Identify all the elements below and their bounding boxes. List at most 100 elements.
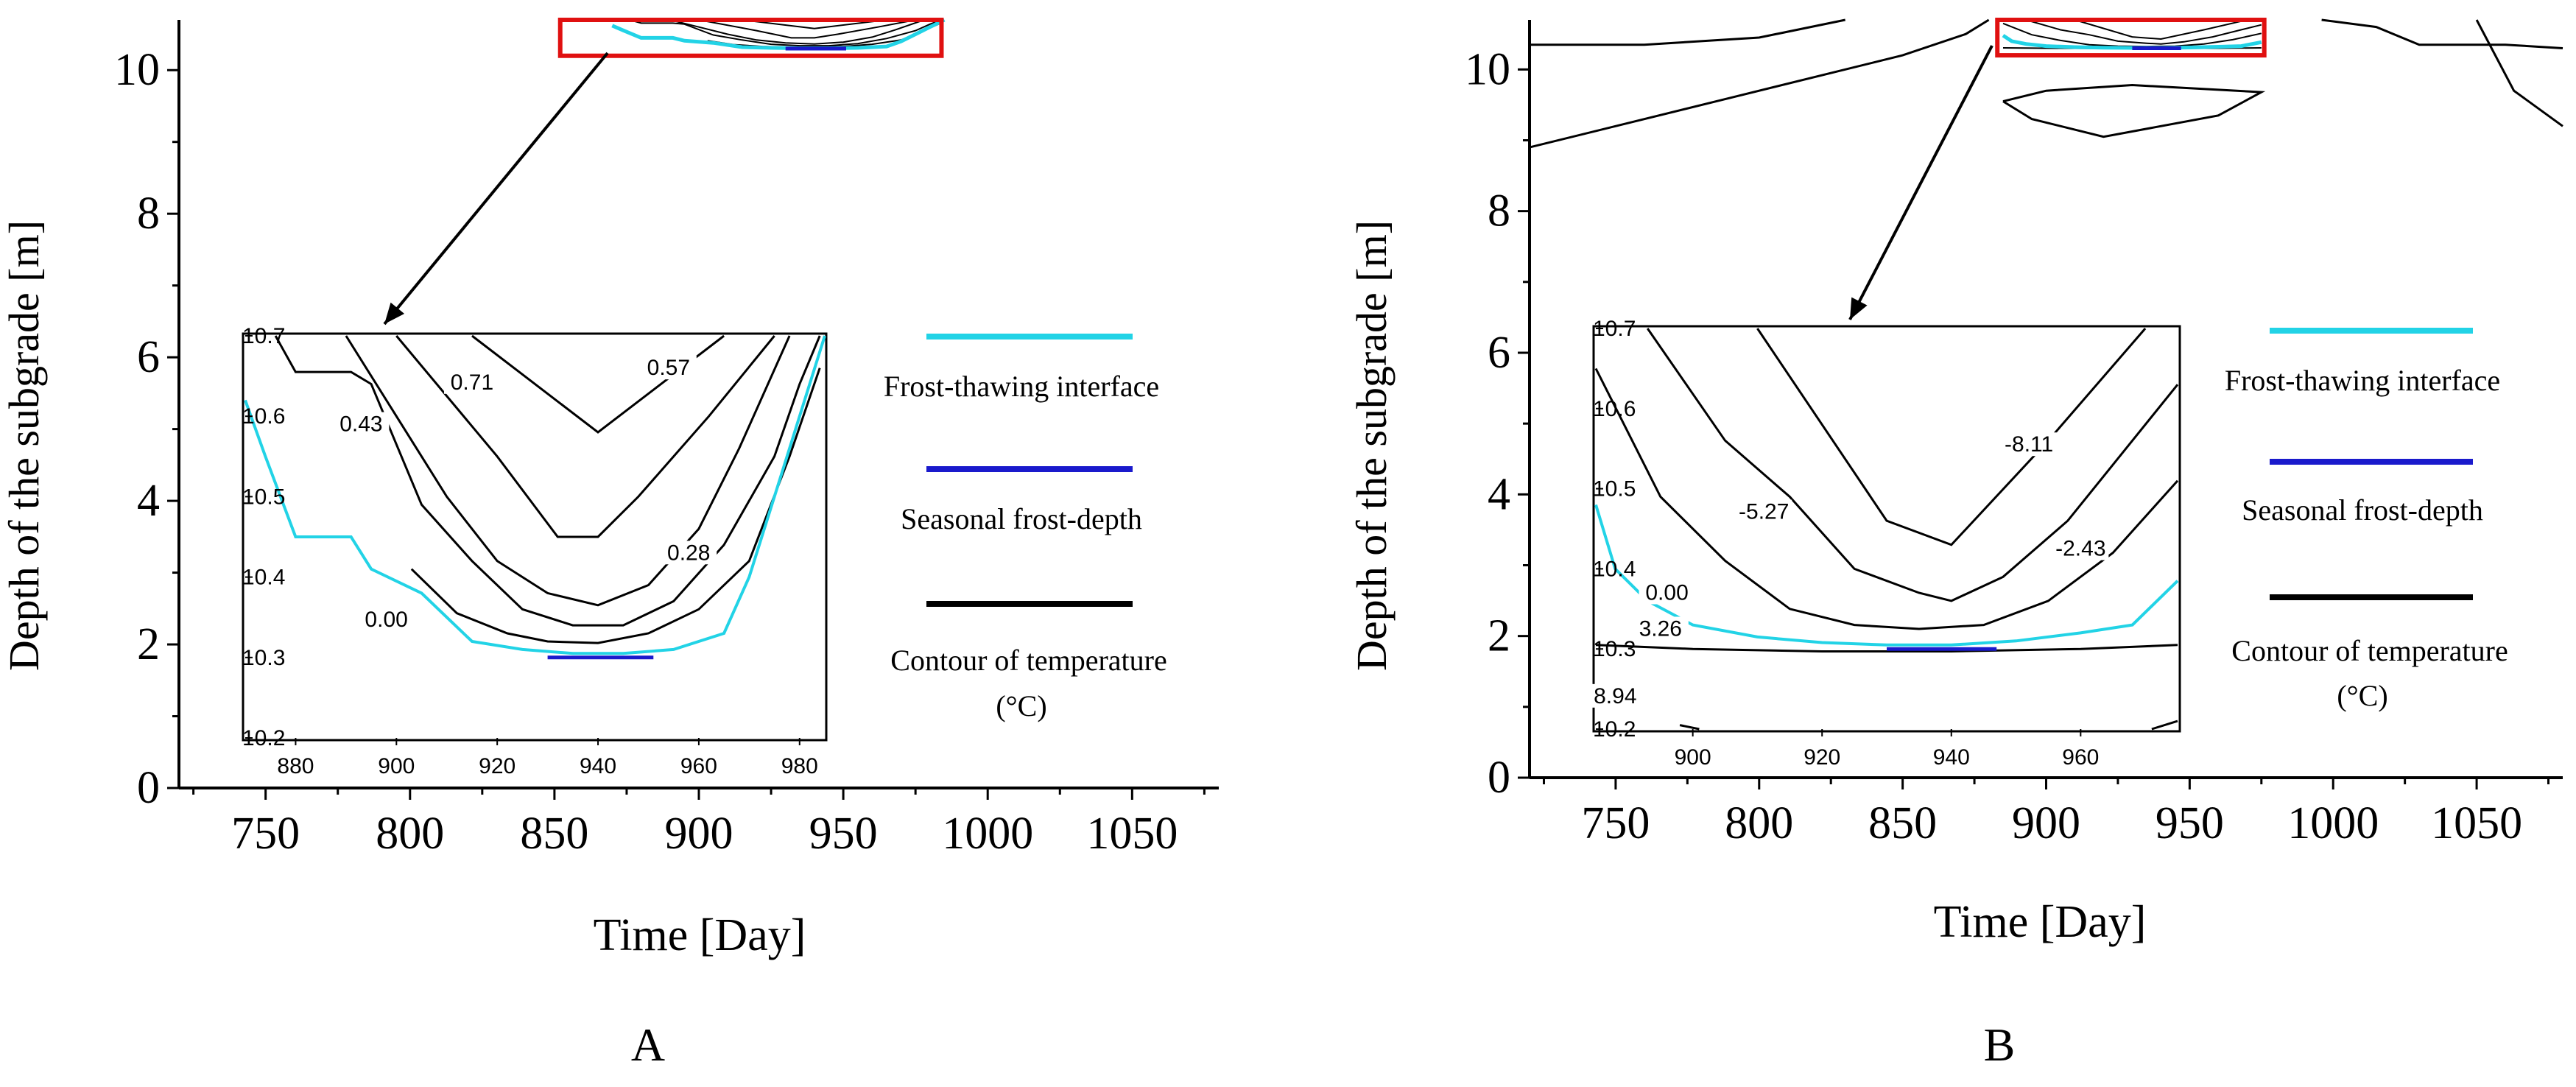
panel-a-x-tick-label-1050: 1050: [1086, 809, 1178, 859]
panel-b-x-tick-label-850: 850: [1868, 798, 1937, 848]
panel-a-inset-contour-2: [345, 335, 791, 607]
panel-b-inset-contour-1: [1646, 328, 2179, 602]
panel-b-y-axis-title: Depth of the subgrade [m]: [1348, 220, 1396, 671]
panel-a-inset-contour-label-0: 0.71: [451, 370, 493, 395]
panel-a-inset-contour-3: [274, 335, 821, 627]
panel-a-x-tick-label-850: 850: [520, 809, 588, 859]
panel-a-main-thumb-contour-3: [629, 19, 942, 47]
panel-a-inset-x-tick-label-900: 900: [378, 754, 415, 778]
panel-a-inset-contour-label-bg-4: [358, 607, 415, 631]
panel-b-highlight-box: [1995, 18, 2267, 58]
panel-a-label: A: [631, 1019, 665, 1071]
panel-b-inset-contour-label-3: 0.00: [1645, 580, 1688, 605]
panel-b-inset-y-tick-label-10.3: 10.3: [1593, 637, 1636, 661]
panel-a-inset-contour-label-4: 0.00: [365, 608, 407, 632]
legend-a-contour-label: Contour of temperature: [890, 644, 1166, 677]
panel-a-legend: Frost-thawing interface Seasonal frost-d…: [884, 334, 1167, 722]
panel-b-y-tick-label-4: 4: [1488, 469, 1510, 519]
panel-a-x-tick-label-750: 750: [231, 809, 300, 859]
panel-a-main-thumb-contour-2: [669, 19, 925, 45]
panel-b-inset-plot: -8.11 -5.27 -2.43 0.00 3.26 8.94 900 920 940 960 1…: [1587, 317, 2179, 770]
panel-a-inset-x-tick-label-880: 880: [277, 754, 314, 778]
panel-b-x-tick-label-900: 900: [2012, 798, 2080, 848]
panel-a-inset-contour-label-bg-1: [640, 356, 697, 380]
panel-a-x-tick-label-800: 800: [376, 809, 444, 859]
panel-b-x-tick-label-950: 950: [2156, 798, 2224, 848]
panel-a-y-tick-label-2: 2: [137, 619, 160, 669]
panel-a-y-tick-label-0: 0: [137, 763, 160, 813]
panel-b-x-tick-label-750: 750: [1581, 798, 1650, 848]
panel-b-main-thumb-frost-interface: [2002, 34, 2262, 50]
panel-b-main-contour-1: [1530, 18, 1846, 46]
panel-a-inset-x-tick-label-980: 980: [781, 754, 818, 778]
panel-b-inset-contour-label-bg-0: [2001, 432, 2058, 457]
panel-a-inset-contour-1: [395, 335, 775, 538]
panel-b-inset-y-tick-label-10.2: 10.2: [1593, 717, 1636, 742]
panel-b-x-tick-label-800: 800: [1725, 798, 1793, 848]
panel-b-inset-contour-2: [1594, 367, 2179, 630]
panel-b-x-tick-label-1000: 1000: [2287, 798, 2379, 848]
panel-a-main-plot: 0 2 4 6 8 10 750 800 850 900 950 1000 1050: [114, 18, 1219, 859]
panel-a-inset-contour-label-bg-3: [661, 541, 717, 565]
panel-b-inset-contour-4: [1679, 724, 1700, 731]
panel-b-main-contour-4: [2002, 83, 2266, 138]
panel-a-inset-y-tick-label-10.3: 10.3: [242, 646, 285, 670]
panel-b-inset-contour-label-bg-5: [1587, 683, 1644, 708]
panel-a-y-tick-label-6: 6: [137, 332, 160, 382]
panel-a-main-thumb-contour-0: [742, 19, 887, 29]
panel-a-y-tick-label-8: 8: [137, 189, 160, 239]
panel-b-inset-contour-3: [1595, 644, 2178, 652]
panel-a-zoom-arrow-line: [383, 52, 609, 326]
panel-b-y-tick-label-6: 6: [1488, 328, 1510, 378]
panel-b-main-thumb-contour-0: [2074, 19, 2248, 41]
panel-b-inset-y-tick-label-10.4: 10.4: [1593, 557, 1636, 581]
panel-a-highlight-box: [557, 18, 944, 58]
panel-a-inset-x-tick-label-960: 960: [680, 754, 717, 778]
panel-a-y-tick-label-10: 10: [114, 45, 160, 95]
panel-b-inset-contour-label-bg-1: [1736, 499, 1792, 524]
legend-b-contour-label: Contour of temperature: [2231, 634, 2508, 667]
panel-b-x-tick-label-1050: 1050: [2431, 798, 2522, 848]
legend-a-frost-interface-label: Frost-thawing interface: [884, 370, 1159, 403]
panel-b-main-plot: 0 2 4 6 8 10 750 800 850 900 950 1000 1050: [1465, 18, 2563, 848]
panel-b-inset-contour-0: [1756, 328, 2147, 546]
panel-b-x-axis-title: Time [Day]: [1934, 897, 2147, 947]
panel-b-inset-contour-label-4: 3.26: [1639, 616, 1682, 641]
panel-a-zoom-arrow-head: [384, 302, 405, 324]
panel-b-inset-contour-label-bg-2: [2052, 536, 2109, 560]
legend-b-contour-unit: (°C): [2337, 679, 2387, 712]
panel-a-inset-y-tick-label-10.6: 10.6: [242, 404, 285, 429]
legend-b-frost-interface-label: Frost-thawing interface: [2225, 364, 2500, 397]
panel-b-main-contour-3: [2475, 19, 2563, 127]
panel-a: 0 2 4 6 8 10 750 800 850 900 950 1000 1050 Depth of …: [0, 18, 1219, 1071]
panel-b-inset-x-tick-label-900: 900: [1675, 745, 1711, 770]
panel-a-y-axis-title: Depth of the subgrade [m]: [0, 220, 48, 671]
panel-b-inset-frame: [1592, 325, 2181, 733]
panel-b-main-thumb-contour-1: [2025, 19, 2262, 45]
panel-b-main-contour-2: [2321, 18, 2563, 49]
panel-b-inset-x-tick-label-940: 940: [1933, 745, 1970, 770]
panel-b-y-tick-label-0: 0: [1488, 753, 1510, 803]
panel-a-inset-y-tick-label-10.4: 10.4: [242, 566, 285, 590]
panel-a-x-tick-label-900: 900: [665, 809, 733, 859]
panel-b-inset-contour-label-bg-3: [1639, 580, 1695, 605]
panel-a-inset-y-tick-label-10.7: 10.7: [242, 324, 285, 348]
panel-b-inset-contour-label-1: -5.27: [1739, 500, 1789, 524]
panel-a-main-thumb-contour-1: [698, 19, 916, 39]
panel-a-inset-contour-label-3: 0.28: [667, 541, 710, 565]
panel-b-inset-x-tick-label-960: 960: [2062, 745, 2099, 770]
panel-b-inset-y-tick-label-10.5: 10.5: [1593, 477, 1636, 502]
panel-a-inset-contour-label-2: 0.43: [339, 412, 382, 437]
panel-b-inset-y-tick-label-10.7: 10.7: [1593, 317, 1636, 341]
panel-b-inset-contour-label-5: 8.94: [1594, 684, 1636, 708]
panel-a-inset-x-tick-label-940: 940: [580, 754, 616, 778]
panel-a-x-tick-label-950: 950: [809, 809, 878, 859]
panel-a-x-tick-label-1000: 1000: [942, 809, 1033, 859]
panel-a-inset-contour-label-bg-0: [443, 370, 500, 394]
panel-a-inset-contour-label-1: 0.57: [647, 356, 690, 380]
panel-a-inset-y-tick-label-10.2: 10.2: [242, 726, 285, 750]
panel-b-label: B: [1984, 1019, 2016, 1071]
panel-b-legend: Frost-thawing interface Seasonal frost-d…: [2225, 328, 2508, 712]
panel-b-inset-x-tick-label-920: 920: [1803, 745, 1840, 770]
